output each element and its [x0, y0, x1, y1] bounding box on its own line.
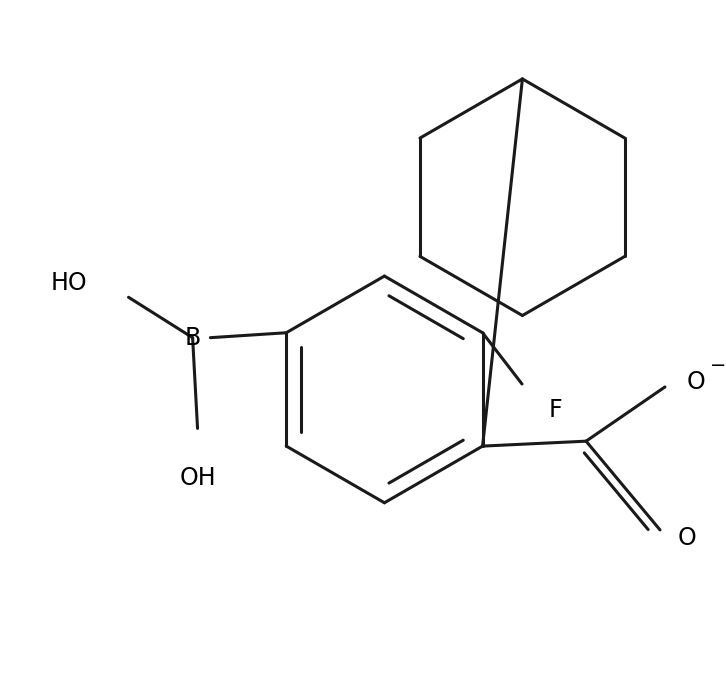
Text: HO: HO: [51, 272, 87, 295]
Text: OH: OH: [179, 466, 216, 490]
Text: B: B: [184, 326, 200, 350]
Text: −: −: [710, 356, 726, 375]
Text: O: O: [687, 370, 706, 394]
Text: O: O: [678, 526, 696, 550]
Text: F: F: [549, 398, 562, 421]
